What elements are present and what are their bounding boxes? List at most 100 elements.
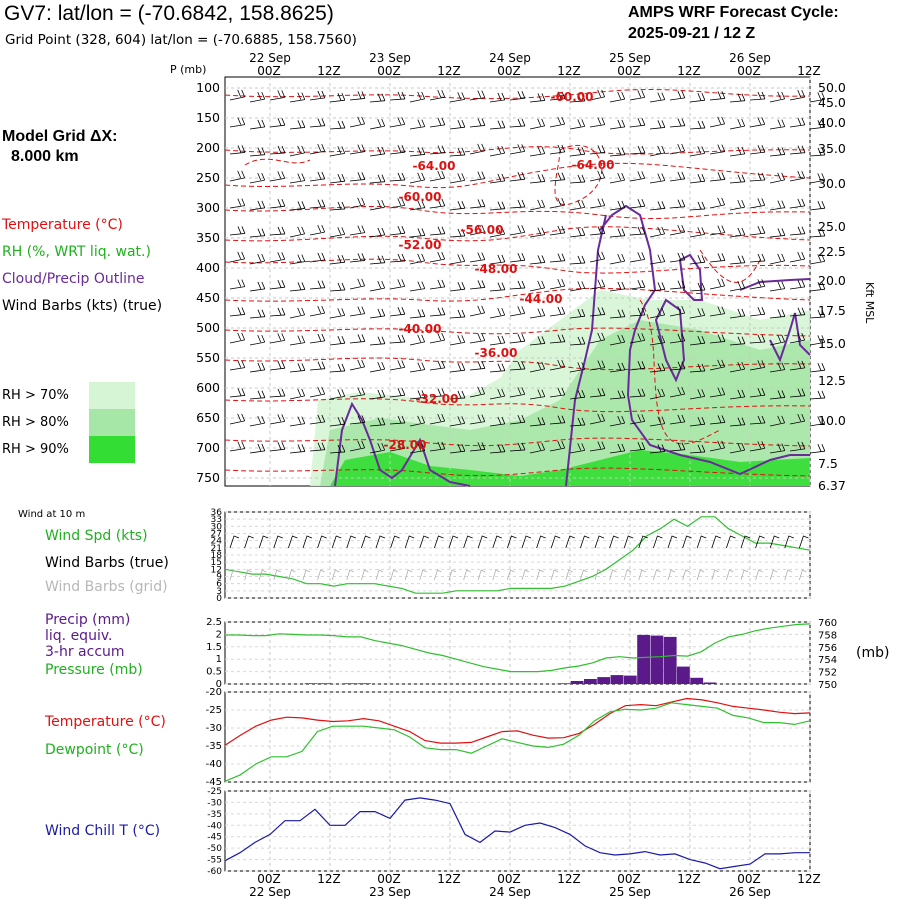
temperature-contour xyxy=(224,398,811,413)
top-hour-label: 00Z xyxy=(257,64,281,78)
grid-wind-barb xyxy=(740,569,749,581)
temperature-contour xyxy=(639,299,721,445)
wind-barb xyxy=(629,145,646,155)
wind-barb xyxy=(649,335,666,346)
wind-barb xyxy=(509,334,526,344)
wind-barb xyxy=(469,414,486,425)
wind-barb xyxy=(269,442,286,452)
grid-wind-barb xyxy=(609,569,617,581)
wind-barb xyxy=(369,227,386,238)
wind-barb xyxy=(549,306,566,317)
wind-barb xyxy=(689,336,706,346)
wind-barb xyxy=(589,198,606,209)
bottom-hour-label: 00Z xyxy=(617,872,641,886)
wind-barb xyxy=(789,226,806,236)
wind-barb xyxy=(609,415,626,427)
wind-barb xyxy=(269,307,286,317)
wind-barb xyxy=(429,226,446,236)
surface-wind-barb xyxy=(448,535,459,549)
wind-barb xyxy=(409,253,426,265)
wind-barb xyxy=(349,172,366,182)
grid-wind-barb xyxy=(346,569,354,581)
wind-barb xyxy=(689,282,706,292)
wind-barb xyxy=(409,281,426,292)
wind-barb xyxy=(669,414,686,425)
surface-wind-barb xyxy=(594,535,605,549)
wind-barb xyxy=(609,200,626,211)
wind-barb xyxy=(769,172,786,184)
wind-barb xyxy=(529,118,546,130)
wind-barb xyxy=(549,415,566,425)
wind-barb xyxy=(409,228,426,238)
wind-barb xyxy=(529,93,546,103)
precip-bar xyxy=(610,675,624,684)
grid-wind-barb xyxy=(361,569,369,581)
wind-barb xyxy=(389,441,406,452)
wind-barb xyxy=(749,307,766,317)
wind-barb xyxy=(409,362,426,373)
wind-barb xyxy=(809,390,826,400)
wind-barb xyxy=(569,281,586,292)
wind-speed-label: Wind Spd (kts) xyxy=(45,528,148,544)
wind-barb xyxy=(329,93,346,103)
wind-barb xyxy=(369,146,386,157)
temperature-contour xyxy=(224,226,811,242)
wind-barb xyxy=(289,416,306,427)
wind-barb xyxy=(669,280,686,290)
wind-barb xyxy=(529,389,546,400)
wind-barb xyxy=(369,442,386,454)
wind-barb xyxy=(389,91,406,101)
grid-wind-barb xyxy=(273,569,281,581)
temperature-tick-label: -40 xyxy=(206,759,222,770)
pressure-right-tick-label: 756 xyxy=(818,643,837,654)
pressure-label: Pressure (mb) xyxy=(45,662,143,678)
wind-barb xyxy=(729,308,746,319)
wind-barb xyxy=(629,388,646,398)
wind-barb xyxy=(249,415,266,427)
cloud-outline xyxy=(565,214,607,487)
wind-barb xyxy=(529,442,546,454)
wind-barbs-cross-section xyxy=(229,89,826,454)
wind-barb xyxy=(669,442,686,452)
surface-wind-barbs-grid xyxy=(229,569,807,581)
wind-barb xyxy=(729,417,746,427)
wind-barb xyxy=(769,334,786,346)
grid-wind-barb xyxy=(580,569,588,581)
wind-barb xyxy=(229,251,246,263)
grid-wind-barb xyxy=(769,569,778,581)
pressure-tick-label: 100 xyxy=(196,80,220,95)
wind-barb xyxy=(589,388,606,398)
wind-barb xyxy=(329,444,346,454)
temperature-contour xyxy=(554,144,603,206)
wind-barb xyxy=(549,253,566,263)
wind-barb xyxy=(689,255,706,265)
surface-wind-barb xyxy=(390,535,400,549)
grid-wind-barb xyxy=(667,569,676,581)
wind-barb xyxy=(729,336,746,346)
wind-barb xyxy=(249,390,266,400)
wind-barb xyxy=(469,171,486,182)
wind-barb xyxy=(569,309,586,319)
wind-chill-tick-label: -55 xyxy=(207,856,222,866)
wind-barb xyxy=(549,278,566,290)
wind-speed-tick-label: 0 xyxy=(216,594,222,604)
wind-barb xyxy=(749,415,766,425)
wind-barbs-true-label: Wind Barbs (true) xyxy=(45,555,169,571)
wind-barb xyxy=(349,91,366,101)
top-date-label: 22 Sep xyxy=(249,51,291,65)
wind-barb xyxy=(769,91,786,103)
wind-barb xyxy=(709,225,726,236)
wind-barb xyxy=(769,253,786,265)
wind-barb xyxy=(549,225,566,236)
wind-barb xyxy=(529,417,546,427)
wind-barb xyxy=(789,117,806,128)
surface-wind-barb xyxy=(755,535,765,549)
height-tick-label: 40.0 xyxy=(818,115,846,130)
wind-barb xyxy=(229,332,246,344)
wind-barb xyxy=(629,442,646,452)
wind-barb xyxy=(789,360,806,371)
wind-barb xyxy=(449,254,466,265)
wind-barb xyxy=(789,279,806,290)
pressure-tick-label: 750 xyxy=(196,470,220,485)
top-date-label: 25 Sep xyxy=(609,51,651,65)
